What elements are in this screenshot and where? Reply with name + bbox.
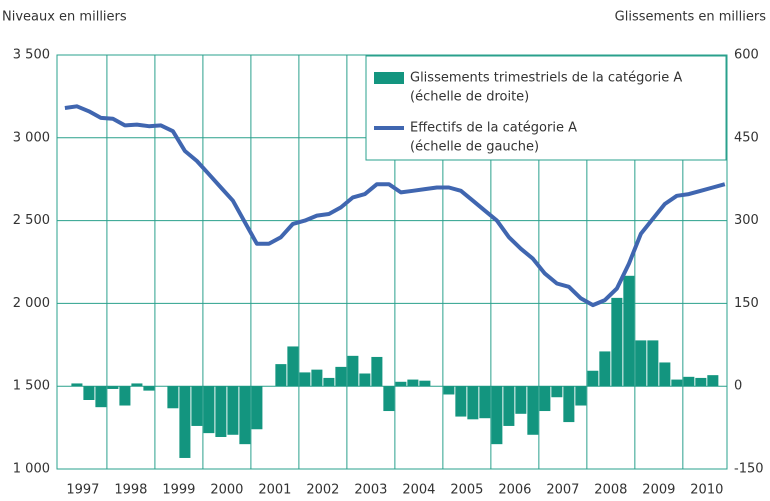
bar: [323, 377, 335, 387]
x-tick-label: 2000: [210, 483, 243, 498]
bar: [599, 351, 611, 387]
x-tick-label: 2009: [642, 483, 675, 498]
bar: [635, 340, 647, 387]
bar: [659, 362, 671, 387]
x-tick-label: 2005: [450, 483, 483, 498]
y-tick-label: 2 000: [13, 296, 50, 311]
bar: [683, 376, 695, 387]
x-tick-label: 2004: [402, 483, 435, 498]
bar: [83, 386, 95, 400]
bar: [299, 372, 311, 387]
bar: [215, 386, 227, 437]
bar: [287, 346, 299, 387]
bar: [527, 386, 539, 435]
bar: [203, 386, 215, 434]
right-axis-label: Glissements en milliers: [615, 10, 767, 25]
bar: [443, 386, 455, 395]
x-tick-label: 1999: [162, 483, 195, 498]
bar: [671, 379, 683, 387]
bar: [239, 386, 251, 445]
bar: [539, 386, 551, 412]
bar: [455, 386, 467, 417]
bar: [359, 373, 371, 387]
bar: [515, 386, 527, 414]
x-tick-label: 2001: [258, 483, 291, 498]
bar: [503, 386, 515, 426]
x-tick-label: 2006: [498, 483, 531, 498]
bar: [407, 379, 419, 387]
bar: [131, 383, 143, 387]
bar: [479, 386, 491, 419]
bar: [107, 386, 119, 389]
y2-tick-label: 0: [734, 379, 742, 394]
bar: [611, 297, 623, 387]
x-tick-label: 2003: [354, 483, 387, 498]
bar: [179, 386, 191, 458]
legend-note: (échelle de droite): [410, 90, 529, 105]
y2-tick-label: 300: [734, 213, 759, 228]
bar: [383, 386, 395, 412]
x-tick-label: 2002: [306, 483, 339, 498]
y-tick-label: 3 500: [13, 48, 50, 63]
bar: [575, 386, 587, 406]
legend-note: (échelle de gauche): [410, 140, 539, 155]
bar: [395, 381, 407, 387]
bar: [227, 386, 239, 435]
y2-tick-label: 450: [734, 130, 759, 145]
bar: [623, 275, 635, 387]
y-tick-label: 1 000: [13, 462, 50, 477]
bar: [695, 377, 707, 387]
bar: [563, 386, 575, 423]
bar: [311, 369, 323, 387]
legend-swatch: [374, 72, 404, 84]
legend-label: Effectifs de la catégorie A: [410, 121, 577, 136]
y2-tick-label: 150: [734, 296, 759, 311]
y2-tick-label: -150: [734, 462, 764, 477]
bar: [251, 386, 263, 430]
bar: [335, 366, 347, 387]
bar: [347, 355, 359, 387]
bar: [95, 386, 107, 408]
y-tick-label: 3 000: [13, 130, 50, 145]
bar: [191, 386, 203, 426]
bar: [467, 386, 479, 420]
bar: [371, 356, 383, 387]
y2-tick-label: 600: [734, 48, 759, 63]
bar: [275, 364, 287, 387]
legend-label: Glissements trimestriels de la catégorie…: [410, 71, 682, 86]
bar: [587, 370, 599, 387]
x-tick-label: 2007: [546, 483, 579, 498]
x-tick-label: 1997: [66, 483, 99, 498]
line: [64, 104, 726, 308]
x-tick-label: 2010: [690, 483, 723, 498]
legend-box: [365, 55, 727, 161]
y-tick-label: 2 500: [13, 213, 50, 228]
bar: [71, 383, 83, 387]
bar: [419, 380, 431, 387]
bar: [119, 386, 131, 406]
bar: [647, 340, 659, 387]
bar: [143, 386, 155, 391]
bar: [551, 386, 563, 398]
x-tick-label: 1998: [114, 483, 147, 498]
x-tick-label: 2008: [594, 483, 627, 498]
bar: [491, 386, 503, 445]
y-tick-label: 1 500: [13, 379, 50, 394]
bar: [167, 386, 179, 409]
left-axis-label: Niveaux en milliers: [2, 10, 127, 25]
bar: [707, 375, 719, 387]
